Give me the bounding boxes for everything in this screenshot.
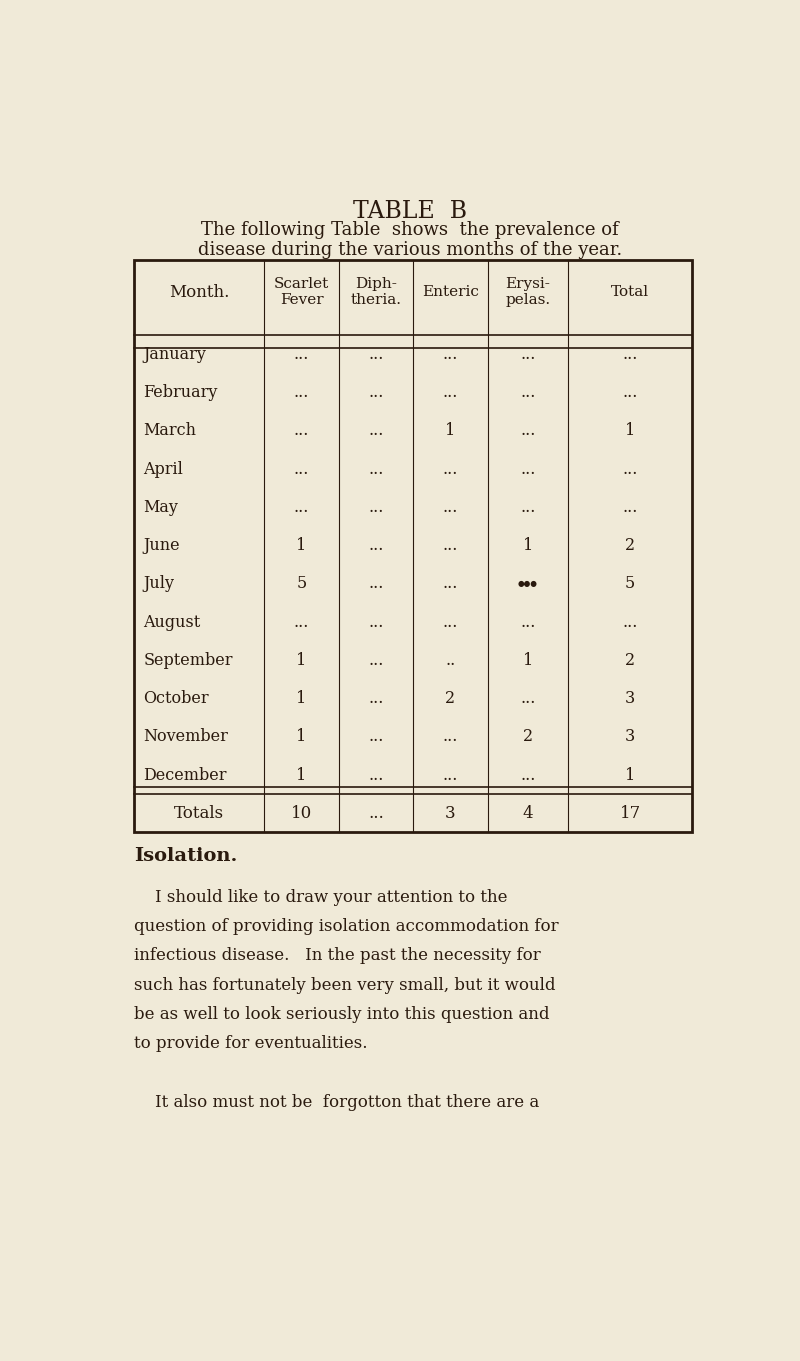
Text: ...: ... bbox=[622, 384, 638, 401]
Text: Diph-
theria.: Diph- theria. bbox=[350, 278, 402, 308]
Text: 1: 1 bbox=[296, 728, 306, 746]
Text: ...: ... bbox=[520, 460, 535, 478]
Text: ...: ... bbox=[622, 346, 638, 363]
Text: 1: 1 bbox=[522, 652, 533, 668]
Text: 3: 3 bbox=[445, 804, 456, 822]
Text: ...: ... bbox=[368, 614, 383, 630]
Text: Isolation.: Isolation. bbox=[134, 847, 238, 864]
Text: ...: ... bbox=[368, 346, 383, 363]
Text: 2: 2 bbox=[625, 538, 635, 554]
Text: It also must not be  forgotton that there are a: It also must not be forgotton that there… bbox=[134, 1094, 539, 1111]
Text: 1: 1 bbox=[625, 766, 635, 784]
Text: 1: 1 bbox=[522, 538, 533, 554]
Text: April: April bbox=[143, 460, 183, 478]
Text: I should like to draw your attention to the: I should like to draw your attention to … bbox=[134, 889, 508, 905]
Text: ...: ... bbox=[442, 499, 458, 516]
Text: ...: ... bbox=[442, 346, 458, 363]
Text: October: October bbox=[143, 690, 209, 708]
Text: infectious disease.   In the past the necessity for: infectious disease. In the past the nece… bbox=[134, 947, 541, 964]
Text: ...: ... bbox=[368, 422, 383, 440]
Text: ...: ... bbox=[520, 384, 535, 401]
Text: ...: ... bbox=[294, 346, 309, 363]
Text: ...: ... bbox=[368, 576, 383, 592]
Text: ...: ... bbox=[520, 422, 535, 440]
Text: ...: ... bbox=[622, 460, 638, 478]
Text: ...: ... bbox=[368, 384, 383, 401]
Text: Enteric: Enteric bbox=[422, 286, 478, 299]
Text: 3: 3 bbox=[625, 728, 635, 746]
Text: ...: ... bbox=[368, 460, 383, 478]
Text: question of providing isolation accommodation for: question of providing isolation accommod… bbox=[134, 917, 558, 935]
Text: 2: 2 bbox=[446, 690, 455, 708]
Bar bbox=[134, 260, 692, 832]
Text: 1: 1 bbox=[296, 538, 306, 554]
Text: November: November bbox=[143, 728, 228, 746]
Text: ...: ... bbox=[442, 614, 458, 630]
Text: ...: ... bbox=[520, 766, 535, 784]
Text: ...: ... bbox=[442, 460, 458, 478]
Text: 1: 1 bbox=[625, 422, 635, 440]
Text: ...: ... bbox=[520, 690, 535, 708]
Text: ...: ... bbox=[294, 422, 309, 440]
Text: December: December bbox=[143, 766, 227, 784]
Text: June: June bbox=[143, 538, 180, 554]
Text: Month.: Month. bbox=[169, 283, 230, 301]
Text: ●●●: ●●● bbox=[518, 580, 538, 588]
Text: such has fortunately been very small, but it would: such has fortunately been very small, bu… bbox=[134, 977, 555, 994]
Text: ...: ... bbox=[368, 728, 383, 746]
Text: ...: ... bbox=[442, 384, 458, 401]
Text: ...: ... bbox=[294, 384, 309, 401]
Text: ...: ... bbox=[442, 538, 458, 554]
Text: Totals: Totals bbox=[174, 804, 224, 822]
Text: ...: ... bbox=[520, 499, 535, 516]
Text: 1: 1 bbox=[445, 422, 455, 440]
Text: ...: ... bbox=[294, 460, 309, 478]
Text: ...: ... bbox=[294, 499, 309, 516]
Text: July: July bbox=[143, 576, 174, 592]
Text: ...: ... bbox=[520, 346, 535, 363]
Text: September: September bbox=[143, 652, 233, 668]
Text: ...: ... bbox=[442, 728, 458, 746]
Text: ...: ... bbox=[442, 766, 458, 784]
Text: January: January bbox=[143, 346, 206, 363]
Text: 5: 5 bbox=[296, 576, 306, 592]
Text: be as well to look seriously into this question and: be as well to look seriously into this q… bbox=[134, 1006, 550, 1023]
Text: 5: 5 bbox=[625, 576, 635, 592]
Text: Total: Total bbox=[611, 286, 649, 299]
Text: ...: ... bbox=[442, 576, 458, 592]
Text: ...: ... bbox=[520, 614, 535, 630]
Text: 1: 1 bbox=[296, 766, 306, 784]
Text: Scarlet
Fever: Scarlet Fever bbox=[274, 278, 329, 308]
Text: The following Table  shows  the prevalence of: The following Table shows the prevalence… bbox=[201, 220, 619, 240]
Text: 2: 2 bbox=[522, 728, 533, 746]
Text: Erysi-
pelas.: Erysi- pelas. bbox=[506, 278, 550, 308]
Text: 4: 4 bbox=[522, 804, 533, 822]
Text: February: February bbox=[143, 384, 218, 401]
Text: May: May bbox=[143, 499, 178, 516]
Text: ...: ... bbox=[368, 499, 383, 516]
Text: ...: ... bbox=[368, 804, 384, 822]
Text: 17: 17 bbox=[619, 804, 641, 822]
Text: ...: ... bbox=[368, 652, 383, 668]
Text: ...: ... bbox=[368, 766, 383, 784]
Text: 10: 10 bbox=[291, 804, 312, 822]
Text: 2: 2 bbox=[625, 652, 635, 668]
Text: ...: ... bbox=[368, 690, 383, 708]
Text: March: March bbox=[143, 422, 197, 440]
Text: 3: 3 bbox=[625, 690, 635, 708]
Text: ...: ... bbox=[294, 614, 309, 630]
Text: 1: 1 bbox=[296, 690, 306, 708]
Text: August: August bbox=[143, 614, 201, 630]
Text: ...: ... bbox=[622, 614, 638, 630]
Text: to provide for eventualities.: to provide for eventualities. bbox=[134, 1036, 368, 1052]
Text: 1: 1 bbox=[296, 652, 306, 668]
Text: ...: ... bbox=[622, 499, 638, 516]
Text: disease during the various months of the year.: disease during the various months of the… bbox=[198, 241, 622, 259]
Text: TABLE  B: TABLE B bbox=[353, 200, 467, 223]
Text: ..: .. bbox=[445, 652, 455, 668]
Text: ...: ... bbox=[368, 538, 383, 554]
